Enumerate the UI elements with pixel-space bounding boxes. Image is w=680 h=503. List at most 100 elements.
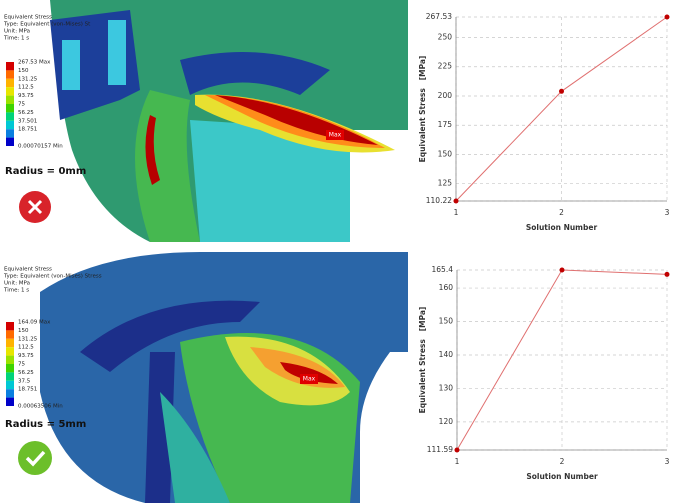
x-tick-label: 1: [454, 208, 459, 217]
legend-label: 93.75: [18, 93, 34, 99]
legend-label: 37.5: [18, 378, 31, 384]
marker: [559, 267, 565, 273]
fea-blue: [180, 52, 330, 95]
legend-swatch: [6, 322, 14, 331]
legend-swatch: [6, 380, 14, 390]
y-tick-label: 140: [439, 350, 454, 359]
result-info: Equivalent Stress: [4, 267, 52, 273]
legend-label: 150: [18, 328, 29, 334]
y-tick-label: 175: [438, 120, 453, 129]
y-tick-label: 130: [439, 383, 454, 392]
legend-label: 0.00070157 Min: [18, 144, 63, 150]
radius-label: Radius = 5mm: [5, 419, 86, 430]
y-tick-label: 225: [438, 62, 453, 71]
legend-label: 56.25: [18, 370, 34, 376]
y-tick-label: 165.4: [432, 265, 454, 274]
legend-swatch: [6, 364, 14, 373]
legend-label: 75: [18, 362, 25, 368]
legend-swatch: [6, 397, 14, 406]
radius-label: Radius = 0mm: [5, 166, 86, 177]
legend-swatch: [6, 78, 14, 88]
y-tick-label: 150: [439, 317, 454, 326]
legend-label: 37.501: [18, 118, 37, 124]
y-tick-label: 160: [439, 283, 454, 292]
result-info: Time: 1 s: [3, 36, 29, 42]
legend-swatch: [6, 129, 14, 138]
marker: [664, 271, 670, 277]
legend-swatch: [6, 389, 14, 398]
legend-label: 267.53 Max: [18, 60, 51, 66]
fea-red: [280, 362, 338, 384]
fea-blue: [80, 300, 260, 372]
max-tag: [300, 374, 318, 384]
max-tag-text: Max: [303, 376, 316, 383]
legend-label: 164.09 Max: [18, 320, 51, 326]
legend-swatch: [6, 112, 14, 121]
legend-swatch: [6, 347, 14, 356]
legend-swatch: [6, 355, 14, 364]
y-tick-label: 150: [438, 149, 453, 158]
marker: [454, 447, 460, 453]
max-tag-text: Max: [329, 132, 342, 139]
fail-cross: [27, 199, 43, 215]
legend-swatch: [6, 70, 14, 79]
y-tick-label: 120: [439, 417, 454, 426]
x-tick-label: 1: [455, 457, 460, 466]
fea-cyan: [108, 20, 126, 85]
result-info: Type: Equivalent (von-Mises) St: [3, 22, 91, 28]
legend-swatch: [6, 120, 14, 130]
fea-blue: [145, 352, 175, 503]
y-tick-label: 125: [438, 179, 453, 188]
result-info: Time: 1 s: [3, 288, 29, 294]
fea-cyan: [160, 392, 230, 503]
legend-swatch: [6, 137, 14, 146]
result-info: Unit: MPa: [4, 29, 30, 35]
legend-label: 18.751: [18, 127, 37, 133]
y-tick-label: 267.53: [426, 12, 452, 21]
pass-icon: [18, 441, 52, 475]
legend-swatch: [6, 338, 14, 348]
x-axis-label: Solution Number: [526, 223, 598, 232]
legend-swatch: [6, 372, 14, 381]
x-tick-label: 3: [665, 457, 670, 466]
legend-swatch: [6, 87, 14, 96]
legend-label: 131.25: [18, 76, 38, 82]
legend-label: 18.751: [18, 387, 37, 393]
legend-label: 75: [18, 102, 25, 108]
y-tick-label: 250: [438, 33, 453, 42]
y-tick-label: 110.22: [426, 196, 452, 205]
y-tick-label: 111.59: [427, 445, 453, 454]
legend-swatch: [6, 95, 14, 104]
legend-label: 131.25: [18, 336, 38, 342]
legend-label: 56.25: [18, 110, 34, 116]
marker: [453, 198, 459, 204]
legend-label: 112.5: [18, 85, 34, 91]
x-tick-label: 2: [560, 457, 565, 466]
legend-swatch: [6, 330, 14, 339]
marker: [559, 88, 564, 94]
fea-red: [145, 115, 160, 185]
result-info: Equivalent Stress: [4, 15, 52, 21]
legend-label: 0.00063506 Min: [18, 404, 63, 410]
legend-label: 150: [18, 68, 29, 74]
marker: [664, 14, 670, 20]
x-axis-label: Solution Number: [526, 472, 598, 481]
legend-label: 93.75: [18, 353, 34, 359]
result-info: Unit: MPa: [4, 281, 30, 287]
legend-swatch: [6, 104, 14, 113]
fea-cyan: [190, 120, 350, 242]
legend-label: 112.5: [18, 345, 34, 351]
legend-swatch: [6, 62, 14, 71]
x-tick-label: 2: [559, 208, 564, 217]
pass-check: [25, 450, 46, 467]
max-tag: [326, 130, 344, 140]
result-info: Type: Equivalent (von-Mises) Stress: [3, 274, 102, 280]
fea-cyan: [62, 40, 80, 90]
y-axis-label: Equivalent Stress [MPa]: [418, 307, 427, 414]
y-axis-label: Equivalent Stress [MPa]: [418, 56, 427, 163]
y-tick-label: 200: [438, 91, 453, 100]
x-tick-label: 3: [665, 208, 670, 217]
